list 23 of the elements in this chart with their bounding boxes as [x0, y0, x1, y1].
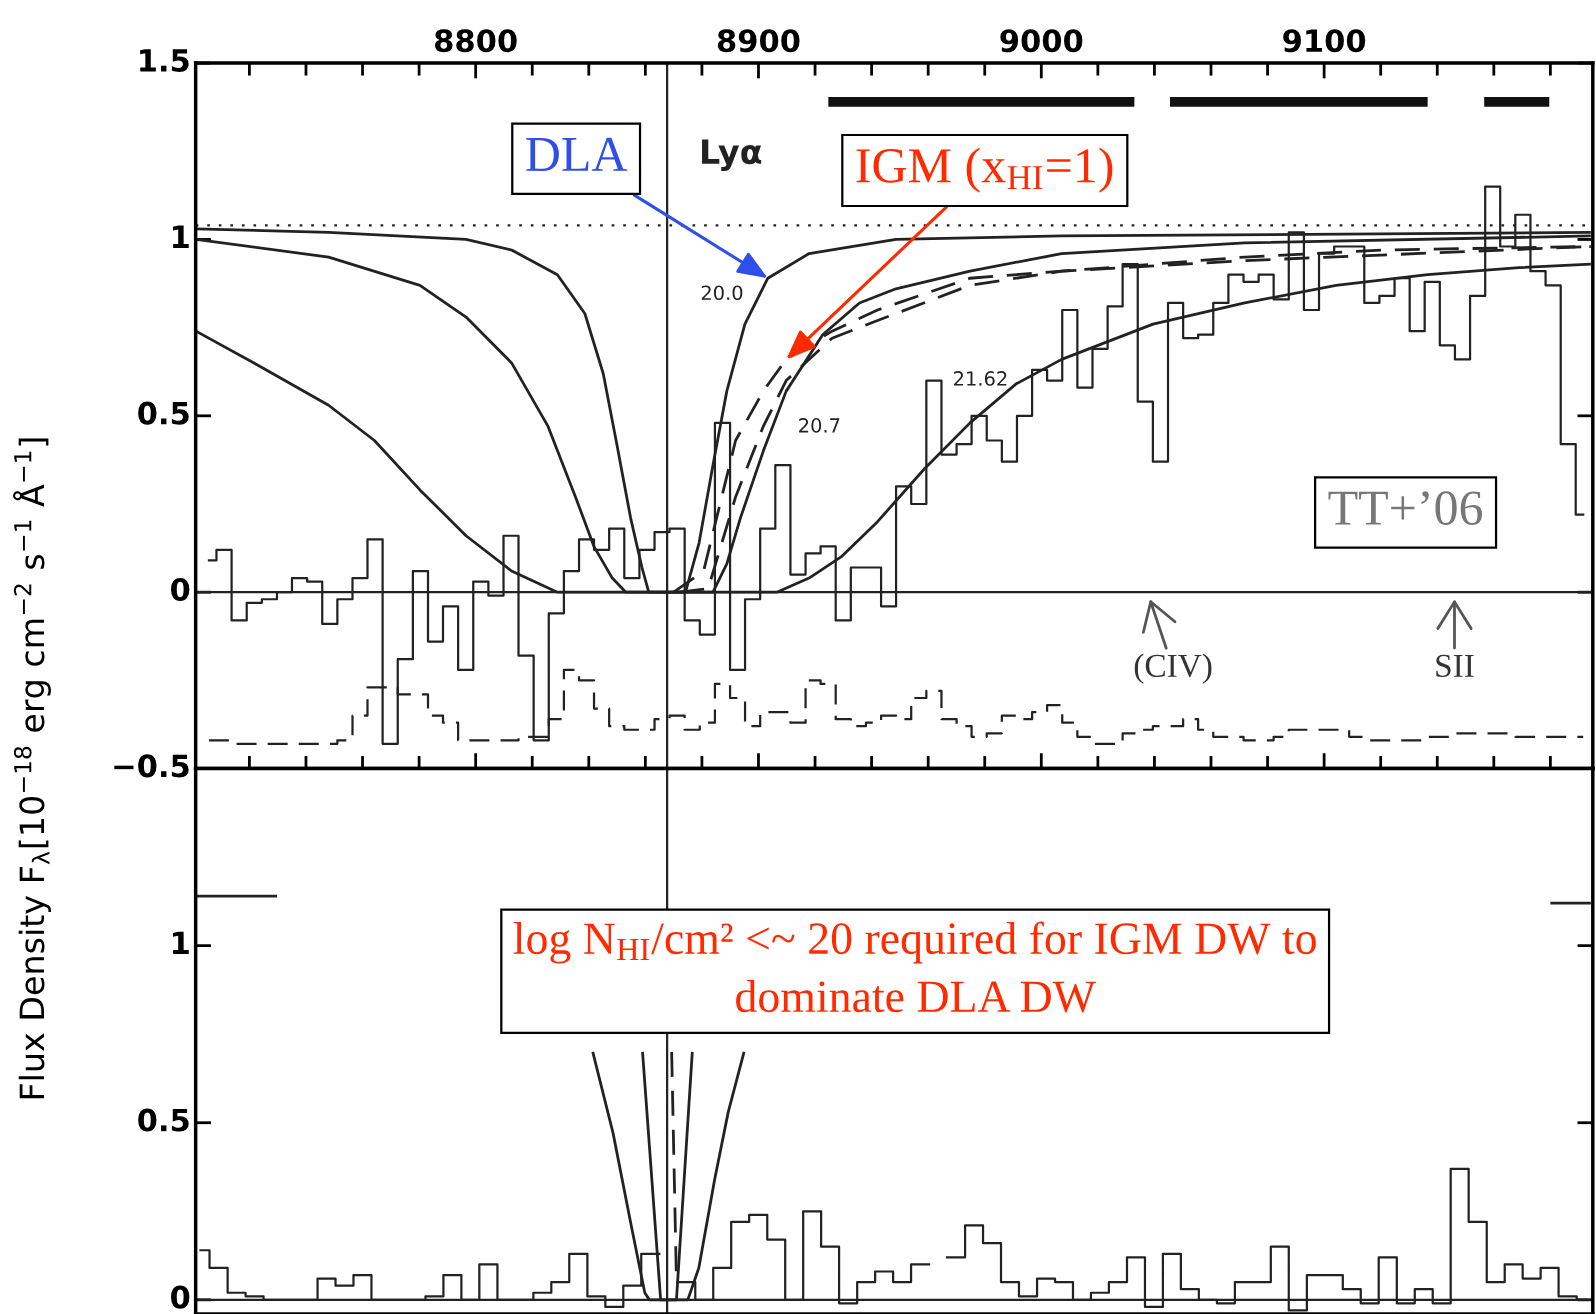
y-tick-label: 0.5 — [138, 401, 189, 425]
y-tick-label: 1 — [173, 931, 189, 955]
y-tick-label: −0.5 — [114, 754, 189, 778]
annotation: TT+’06 — [1328, 491, 1483, 525]
y-tick-label: 1 — [173, 225, 189, 248]
y-tick-label: 0 — [171, 577, 190, 602]
x-tick-label: 8800 — [435, 29, 517, 53]
annotation: DLA — [526, 137, 628, 171]
annotation: log N$_{HI}$/cm² <~ 20 required for IGM DW to dominate DLA DW — [513, 921, 1316, 1013]
x-tick-label: 8900 — [717, 29, 800, 53]
y-tick-label: 0.5 — [138, 1108, 189, 1132]
y-tick-label: 0 — [171, 1285, 190, 1309]
annotation: IGM (x$_{HI}$=1) — [856, 147, 1113, 193]
annotation: SII — [1436, 654, 1474, 678]
annotation: (CIV) — [1134, 653, 1212, 684]
annotation: 21.62 — [954, 371, 1007, 386]
y-tick-label: 1.5 — [140, 49, 189, 72]
x-tick-label: 9100 — [1283, 29, 1366, 53]
text: Flux Density F$_{λ}$[10$^{−18}$ erg cm$^{−2}$ s$^{−1}$ Å$^{−1}$] — [13, 438, 51, 1099]
annotation: 20.0 — [701, 285, 743, 301]
x-tick-label: 9000 — [1000, 29, 1083, 53]
annotation: 20.7 — [799, 418, 840, 433]
annotation: Lyα — [702, 139, 762, 171]
